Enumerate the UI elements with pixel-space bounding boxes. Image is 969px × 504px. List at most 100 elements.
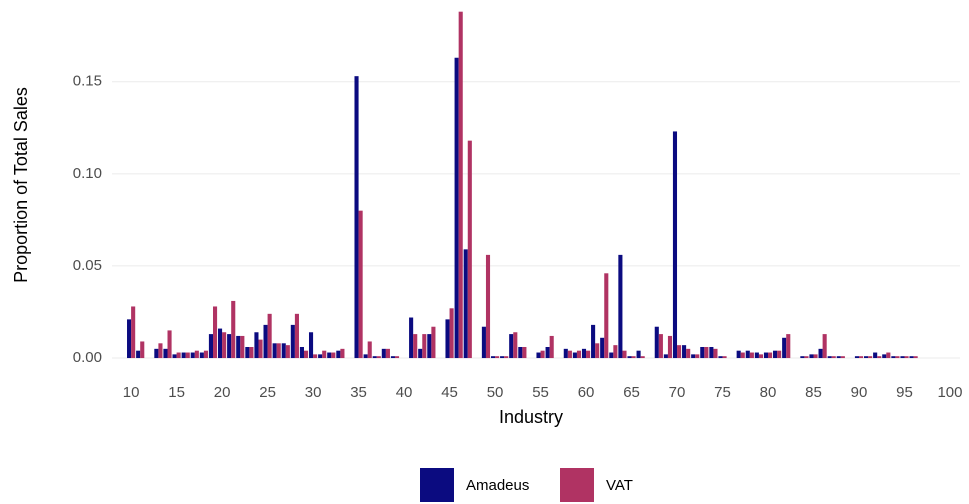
bar bbox=[409, 317, 414, 359]
bar bbox=[327, 352, 332, 359]
x-tick-label: 70 bbox=[669, 384, 686, 401]
bar bbox=[172, 354, 177, 359]
bar bbox=[604, 273, 609, 359]
bar bbox=[854, 356, 860, 359]
bar bbox=[176, 352, 181, 359]
bar bbox=[385, 348, 390, 359]
bar bbox=[231, 300, 236, 359]
bar bbox=[167, 330, 172, 359]
bar bbox=[245, 346, 250, 359]
bar bbox=[154, 348, 159, 359]
bar bbox=[185, 352, 190, 359]
bar bbox=[840, 356, 845, 359]
bar bbox=[131, 306, 136, 359]
bar bbox=[754, 352, 759, 359]
x-tick-label: 15 bbox=[168, 384, 185, 401]
bar bbox=[449, 308, 454, 359]
bar bbox=[490, 356, 496, 359]
bar bbox=[303, 350, 309, 359]
bar bbox=[672, 131, 678, 359]
bar bbox=[203, 350, 208, 359]
bar bbox=[822, 334, 827, 359]
bar bbox=[886, 352, 891, 359]
bar bbox=[745, 350, 750, 359]
x-tick-label: 85 bbox=[805, 384, 822, 401]
bar bbox=[181, 352, 186, 359]
bar bbox=[609, 352, 614, 359]
legend-swatch bbox=[560, 468, 594, 502]
bar bbox=[536, 352, 541, 359]
bar bbox=[667, 335, 673, 359]
bar bbox=[909, 356, 914, 359]
bar bbox=[163, 348, 168, 359]
bar bbox=[390, 356, 395, 359]
y-tick-label: 0.00 bbox=[73, 349, 102, 366]
bar bbox=[786, 334, 791, 359]
bar bbox=[199, 352, 204, 359]
bar bbox=[240, 335, 245, 359]
bar bbox=[718, 356, 723, 359]
x-tick-label: 25 bbox=[259, 384, 276, 401]
bar bbox=[236, 335, 241, 359]
bar bbox=[704, 346, 709, 359]
bar bbox=[545, 346, 550, 359]
bar bbox=[413, 334, 418, 359]
x-tick-label: 50 bbox=[487, 384, 504, 401]
bar bbox=[695, 354, 700, 359]
bar bbox=[631, 356, 636, 359]
bar bbox=[595, 343, 600, 359]
bar bbox=[773, 350, 778, 359]
bar bbox=[445, 319, 450, 359]
bar bbox=[768, 352, 773, 359]
bar bbox=[873, 352, 878, 359]
bar bbox=[513, 332, 518, 359]
bar bbox=[463, 249, 468, 359]
bar bbox=[904, 356, 909, 359]
bar bbox=[782, 337, 787, 359]
y-tick-label: 0.05 bbox=[73, 257, 102, 274]
x-tick-label: 65 bbox=[623, 384, 640, 401]
bar bbox=[481, 326, 486, 359]
bar bbox=[136, 350, 141, 359]
bar bbox=[418, 348, 423, 359]
bar bbox=[190, 352, 195, 359]
bar bbox=[354, 76, 359, 359]
bar bbox=[276, 343, 281, 359]
bar bbox=[358, 210, 363, 359]
bar bbox=[586, 350, 591, 359]
bar bbox=[549, 335, 554, 359]
bar bbox=[636, 350, 641, 359]
bar bbox=[859, 356, 864, 359]
bar bbox=[600, 337, 605, 359]
bar bbox=[827, 356, 832, 359]
bar bbox=[722, 356, 727, 359]
x-tick-label: 30 bbox=[305, 384, 322, 401]
bar bbox=[540, 350, 545, 359]
bar bbox=[576, 350, 582, 359]
bar bbox=[331, 352, 336, 359]
x-tick-label: 95 bbox=[896, 384, 913, 401]
bar bbox=[422, 334, 427, 359]
bar bbox=[394, 356, 400, 359]
bar bbox=[804, 356, 809, 359]
bar bbox=[567, 350, 572, 359]
bar bbox=[299, 346, 304, 359]
bar bbox=[322, 350, 327, 359]
x-tick-label: 35 bbox=[350, 384, 367, 401]
bar bbox=[285, 345, 290, 359]
bar bbox=[736, 350, 741, 359]
bar bbox=[864, 356, 869, 359]
bar bbox=[467, 140, 472, 359]
bar bbox=[495, 356, 500, 359]
bar bbox=[709, 346, 714, 359]
bar bbox=[249, 346, 254, 359]
bar bbox=[272, 343, 277, 359]
bar bbox=[458, 11, 463, 359]
bar bbox=[868, 356, 873, 359]
x-tick-label: 60 bbox=[578, 384, 595, 401]
bar bbox=[891, 356, 896, 359]
bar bbox=[158, 343, 163, 359]
bar bbox=[640, 356, 645, 359]
legend-label: Amadeus bbox=[466, 477, 529, 494]
